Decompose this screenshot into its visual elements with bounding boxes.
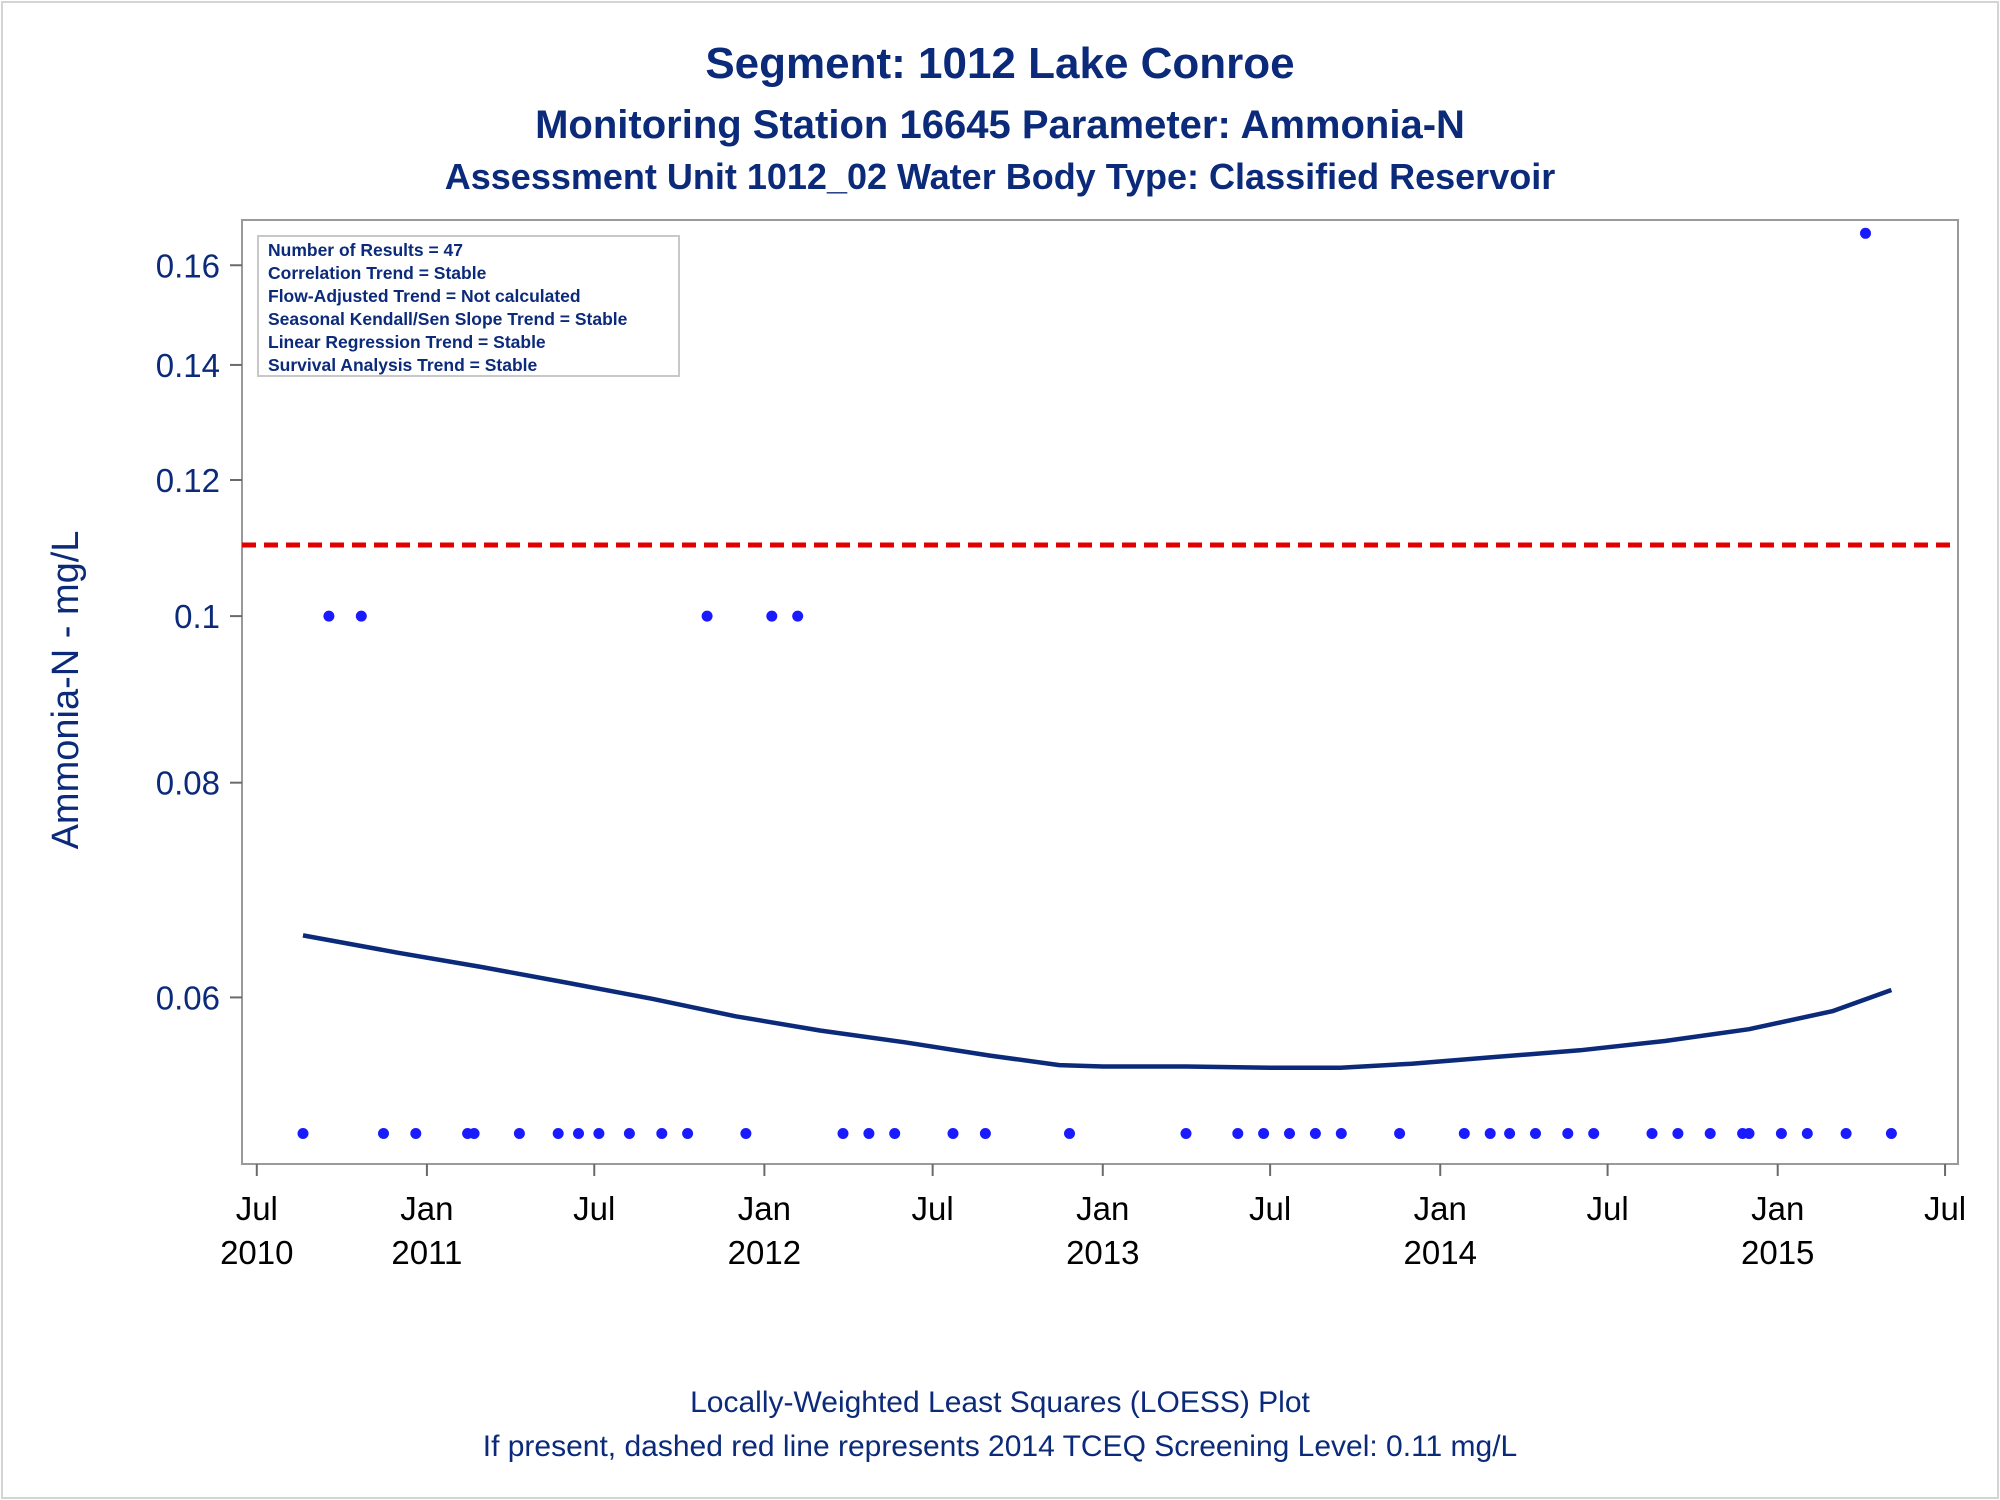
x-tick-label-month: Jan xyxy=(738,1190,791,1227)
x-tick-label-month: Jul xyxy=(1249,1190,1291,1227)
data-point xyxy=(1530,1128,1541,1139)
x-tick-label-year: 2011 xyxy=(391,1234,462,1271)
data-point xyxy=(792,610,804,622)
data-point xyxy=(740,1128,752,1139)
y-tick-label: 0.12 xyxy=(156,462,220,499)
x-tick-label-year: 2014 xyxy=(1404,1234,1477,1271)
x-tick-label-month: Jan xyxy=(1076,1190,1129,1227)
chart-subtitle-assessment: Assessment Unit 1012_02 Water Body Type:… xyxy=(445,156,1555,197)
footer-loess-note: Locally-Weighted Least Squares (LOESS) P… xyxy=(690,1386,1310,1419)
data-point xyxy=(1335,1128,1347,1139)
data-point xyxy=(766,610,778,622)
data-point xyxy=(593,1128,605,1139)
data-point xyxy=(552,1128,564,1139)
stats-line: Number of Results = 47 xyxy=(268,240,463,260)
x-tick-label-month: Jan xyxy=(1751,1190,1804,1227)
data-point xyxy=(1704,1128,1716,1139)
data-points xyxy=(297,227,1897,1139)
data-point xyxy=(1458,1128,1470,1139)
data-point xyxy=(1743,1128,1755,1139)
chart-title: Segment: 1012 Lake Conroe xyxy=(705,39,1294,88)
data-point xyxy=(837,1128,849,1139)
data-point xyxy=(323,610,335,622)
data-point xyxy=(513,1128,525,1139)
x-tick-label-month: Jul xyxy=(236,1190,278,1227)
data-point xyxy=(1801,1128,1813,1139)
y-tick-label: 0.16 xyxy=(156,247,220,284)
data-point xyxy=(1180,1128,1192,1139)
stats-line: Flow-Adjusted Trend = Not calculated xyxy=(268,286,581,306)
y-tick-label: 0.08 xyxy=(156,765,220,802)
data-point xyxy=(1232,1128,1244,1139)
data-point xyxy=(1284,1128,1295,1139)
data-point xyxy=(1064,1128,1075,1139)
data-point xyxy=(573,1128,584,1139)
data-point xyxy=(378,1128,389,1139)
data-point xyxy=(1860,227,1871,239)
stats-line: Linear Regression Trend = Stable xyxy=(268,332,546,352)
x-tick-label-year: 2013 xyxy=(1066,1234,1139,1271)
x-tick-label-month: Jan xyxy=(400,1190,453,1227)
x-tick-label-month: Jul xyxy=(1924,1190,1966,1227)
data-point xyxy=(979,1128,991,1139)
data-point xyxy=(468,1128,480,1139)
data-point xyxy=(863,1128,875,1139)
data-point xyxy=(1504,1128,1516,1139)
data-point xyxy=(701,610,713,622)
loess-line xyxy=(302,933,1893,1071)
data-point xyxy=(1258,1128,1270,1139)
x-tick-label-month: Jul xyxy=(1586,1190,1628,1227)
data-point xyxy=(623,1128,635,1139)
y-tick-label: 0.06 xyxy=(156,979,220,1016)
stats-box xyxy=(257,235,680,377)
y-tick-label: 0.1 xyxy=(174,598,220,635)
x-tick-label-year: 2010 xyxy=(220,1234,293,1271)
data-point xyxy=(1775,1128,1787,1139)
data-point xyxy=(410,1128,422,1139)
data-point xyxy=(1394,1128,1406,1139)
loess-curve-group xyxy=(302,933,1893,1071)
y-axis: 0.06 0.08 0.1 0.12 0.14 0.16 xyxy=(156,247,242,1016)
data-point xyxy=(682,1128,694,1139)
x-tick-label-year: 2015 xyxy=(1741,1234,1814,1271)
stats-lines: Number of Results = 47 Correlation Trend … xyxy=(268,240,628,375)
x-axis: Jul 2010 Jan 2011 Jul Jan 2012 Jul Jan 2013 Jul Jan… xyxy=(220,1164,1966,1271)
data-point xyxy=(1588,1128,1600,1139)
data-point xyxy=(297,1128,309,1139)
stats-line: Survival Analysis Trend = Stable xyxy=(268,355,538,375)
data-point xyxy=(1885,1128,1897,1139)
data-point xyxy=(1484,1128,1496,1139)
stats-line: Seasonal Kendall/Sen Slope Trend = Stabl… xyxy=(268,309,628,329)
plot-area xyxy=(241,219,1959,1165)
data-point xyxy=(355,610,367,622)
footer-screening-note: If present, dashed red line represents 2… xyxy=(483,1430,1518,1463)
data-point xyxy=(889,1128,901,1139)
data-point xyxy=(1562,1128,1574,1139)
y-axis-label: Ammonia-N - mg/L xyxy=(45,531,87,850)
data-point xyxy=(1646,1128,1658,1139)
data-point xyxy=(1840,1128,1852,1139)
x-tick-label-month: Jul xyxy=(573,1190,615,1227)
x-tick-label-year: 2012 xyxy=(728,1234,801,1271)
y-tick-label: 0.14 xyxy=(156,347,220,384)
data-point xyxy=(947,1128,959,1139)
x-tick-label-month: Jul xyxy=(912,1190,954,1227)
data-point xyxy=(1309,1128,1321,1139)
x-tick-label-month: Jan xyxy=(1414,1190,1467,1227)
data-point xyxy=(1672,1128,1684,1139)
chart-subtitle-station: Monitoring Station 16645 Parameter: Ammo… xyxy=(535,103,1465,147)
stats-line: Correlation Trend = Stable xyxy=(268,263,487,283)
data-point xyxy=(656,1128,668,1139)
